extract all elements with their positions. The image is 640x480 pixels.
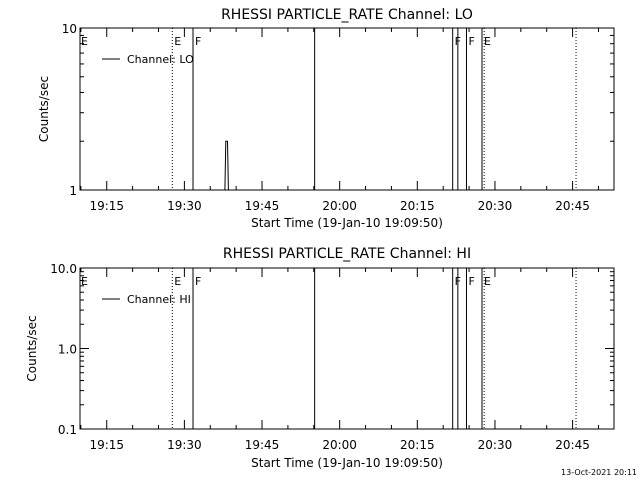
- plot2-x-tick-label: 20:30: [478, 438, 513, 452]
- plot1-marker-label: F: [468, 35, 474, 48]
- plot2-x-tick-label: 20:15: [400, 438, 435, 452]
- plot1-edge-marker-label: E: [81, 35, 88, 48]
- plot1-y-axis-label: Counts/sec: [37, 76, 51, 142]
- plot2-x-tick-label: 19:45: [245, 438, 280, 452]
- plot2-marker-label: F: [195, 275, 201, 288]
- plot1-series-line: [224, 140, 229, 191]
- plot2-marker-label: F: [468, 275, 474, 288]
- plot2-x-tick-label: 20:00: [322, 438, 357, 452]
- plot1-x-tick-label: 20:15: [400, 199, 435, 213]
- plot2-edge-marker-label: E: [81, 275, 88, 288]
- plot1-x-tick-label: 20:30: [478, 199, 513, 213]
- plot1-legend-label: Channel: LO: [127, 53, 194, 66]
- plot2-x-tick-label: 19:30: [167, 438, 202, 452]
- plot1-marker-label: F: [195, 35, 201, 48]
- plot2-x-tick-label: 19:15: [89, 438, 124, 452]
- plot1-frame: [79, 27, 615, 191]
- plot2-marker-label: E: [174, 275, 181, 288]
- plot1-marker-label: E: [174, 35, 181, 48]
- plot1-x-tick-label: 19:45: [245, 199, 280, 213]
- plot1-x-tick-label: 19:30: [167, 199, 202, 213]
- plot2-y-tick-label: 0.1: [58, 423, 77, 437]
- plot2-marker-label: E: [484, 275, 491, 288]
- plot2-x-axis-label: Start Time (19-Jan-10 19:09:50): [251, 456, 443, 470]
- plot2-y-tick-label: 10.0: [50, 262, 77, 276]
- plot1-x-tick-label: 19:15: [89, 199, 124, 213]
- plot2-legend-label: Channel: HI: [127, 293, 191, 306]
- plot1-y-tick-label: 1: [69, 184, 77, 198]
- plot2-x-tick-label: 20:45: [555, 438, 590, 452]
- plot2-y-tick-label: 1.0: [58, 343, 77, 357]
- plot1-x-axis-label: Start Time (19-Jan-10 19:09:50): [251, 216, 443, 230]
- plot2-y-axis-label: Counts/sec: [25, 315, 39, 381]
- plot1-y-tick-label: 10: [62, 22, 77, 36]
- plot1-x-tick-label: 20:45: [555, 199, 590, 213]
- plot1-title: RHESSI PARTICLE_RATE Channel: LO: [221, 7, 473, 23]
- plot2-title: RHESSI PARTICLE_RATE Channel: HI: [223, 246, 471, 262]
- footer-timestamp: 13-Oct-2021 20:11: [561, 468, 637, 477]
- plot1-marker-label: E: [484, 35, 491, 48]
- plot1-x-tick-label: 20:00: [322, 199, 357, 213]
